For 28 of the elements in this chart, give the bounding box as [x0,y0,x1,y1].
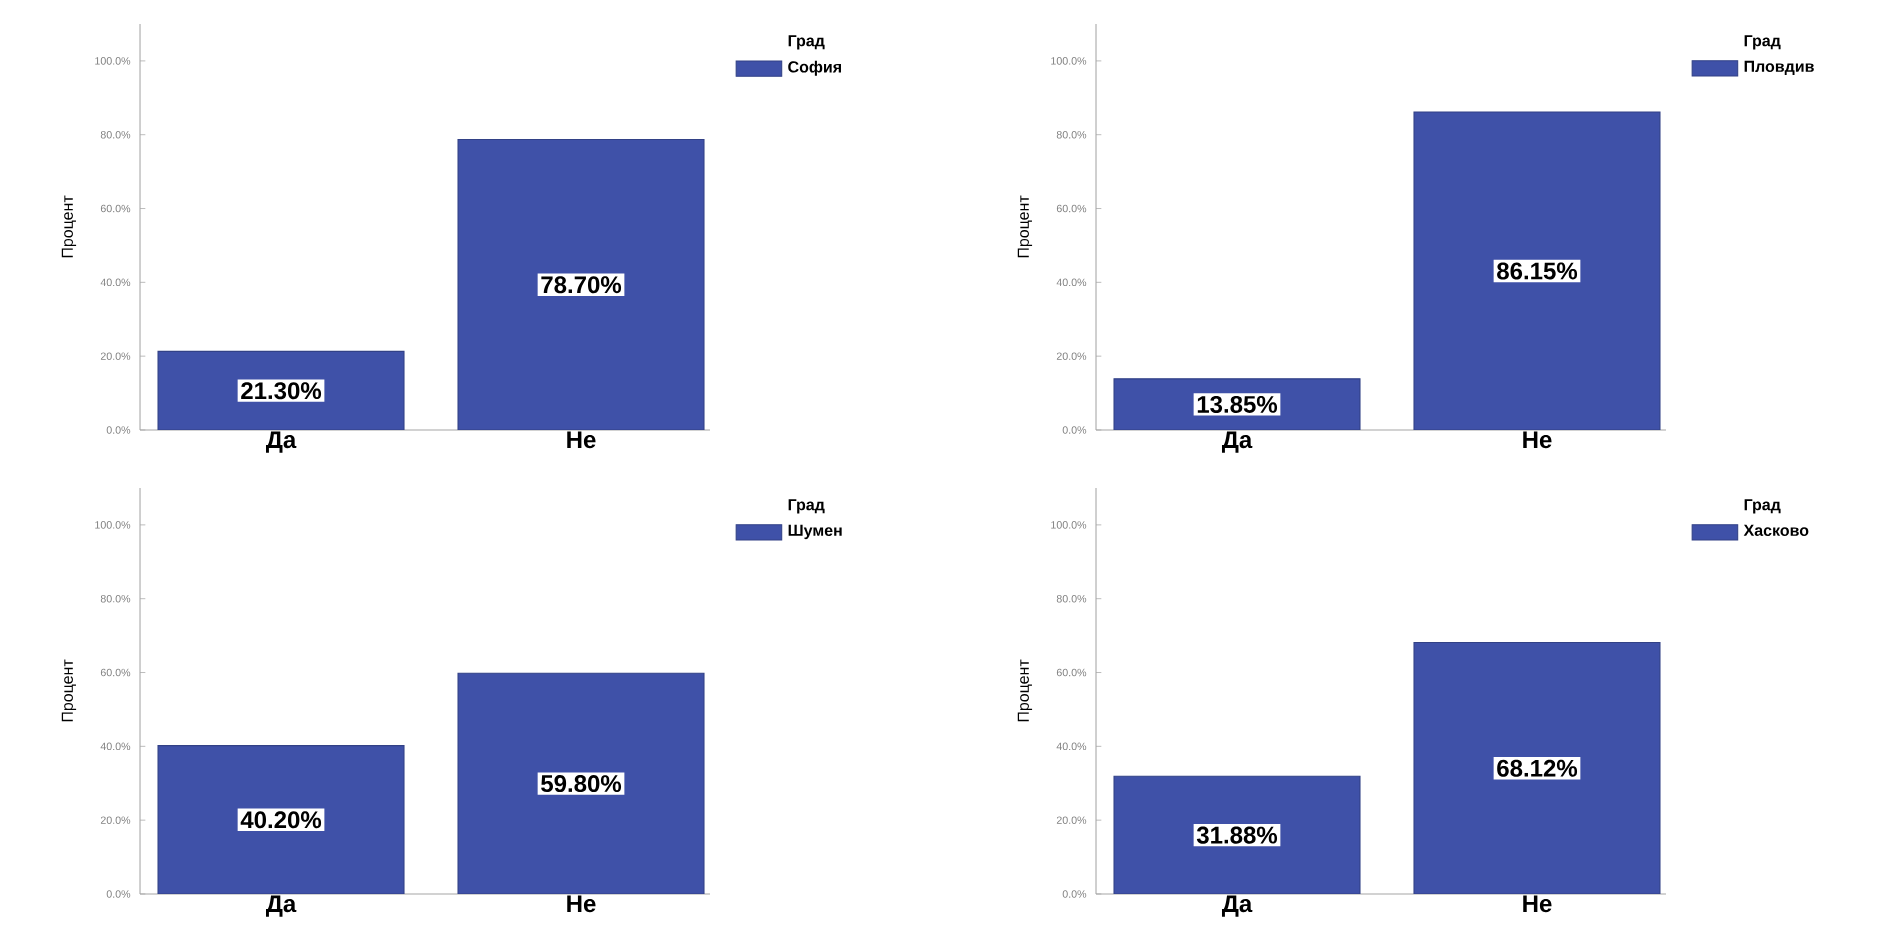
data-label: 21.30% [241,382,322,400]
x-tick-label: Не [1523,895,1552,913]
legend-label: Пловдив [1744,60,1814,76]
legend-title: Град [788,35,825,50]
data-label: 68.12% [1497,759,1578,777]
legend-label: София [788,60,841,76]
legend-title: Град [1744,499,1781,514]
legend-label: Хасково [1743,524,1809,537]
data-label: 59.80% [541,775,622,793]
x-tick-label: Не [1523,431,1552,449]
legend-label: Шумен [788,524,842,540]
y-axis-title: Процент [61,659,77,722]
data-label: 40.20% [240,811,322,829]
y-axis-title: Процент [1017,195,1033,258]
x-tick-label: Не [567,431,596,449]
legend-title: Град [788,499,825,514]
data-label: 13.85% [1197,395,1278,413]
x-tick-label: Не [567,895,596,913]
y-axis-title: Процент [1017,659,1033,722]
x-tick-label: Да [266,431,297,453]
data-label: 31.88% [1196,826,1278,844]
data-label: 78.70% [541,276,622,294]
x-tick-label: Да [1221,431,1253,453]
y-axis-title: Процент [61,195,77,258]
x-tick-label: Да [266,895,297,917]
x-tick-label: Да [1221,895,1253,917]
data-label: 86.15% [1497,262,1578,280]
legend-title: Град [1744,35,1781,50]
